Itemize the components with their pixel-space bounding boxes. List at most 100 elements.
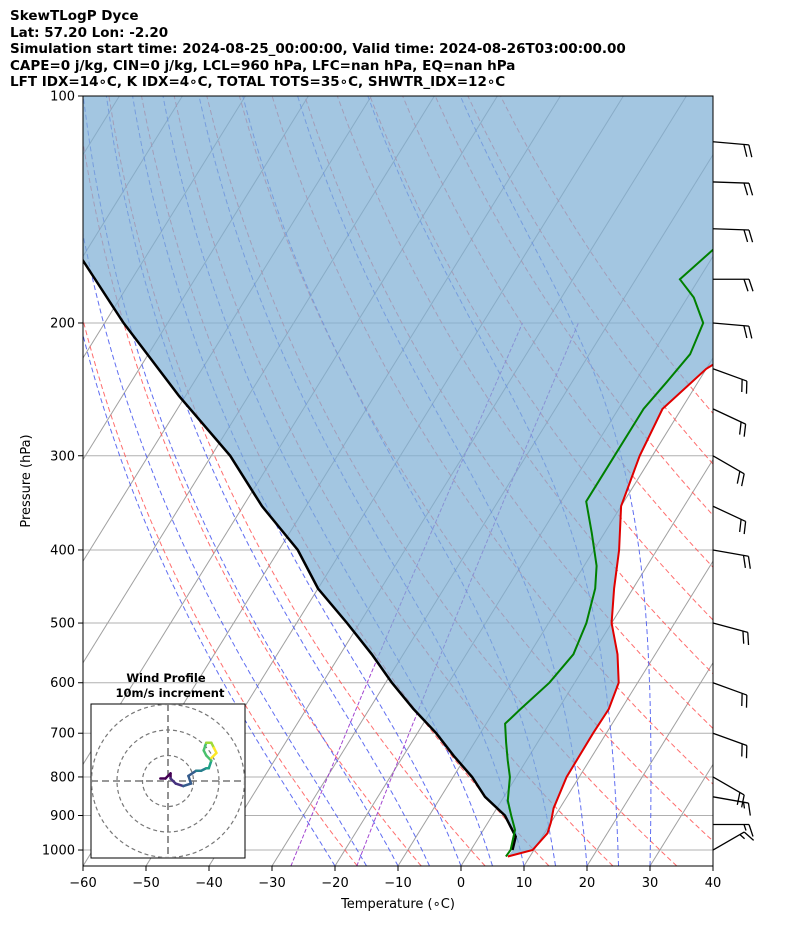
barb-flag bbox=[743, 521, 747, 535]
x-tick-label: −50 bbox=[132, 876, 159, 891]
barb-flag bbox=[743, 229, 749, 243]
dry-adiabat bbox=[336, 96, 713, 675]
cape-cin-shading bbox=[83, 96, 713, 857]
isotherm-10 bbox=[523, 560, 713, 866]
x-tick-label: −10 bbox=[384, 876, 411, 891]
y-tick-label: 800 bbox=[50, 770, 75, 785]
chart-title: SkewTLogP Dyce bbox=[10, 8, 139, 24]
isotherm-20 bbox=[586, 661, 713, 866]
wind-barb bbox=[712, 368, 748, 394]
barb-flag bbox=[748, 325, 753, 339]
axes: −60 −50 −40 −30 −20 −10 0 10 20 30 40 1000 900 800 700… bbox=[42, 90, 721, 892]
barb-shaft bbox=[712, 622, 748, 633]
x-tick-label: −60 bbox=[69, 876, 96, 891]
barb-flag bbox=[736, 471, 741, 484]
hodograph-inset: Wind Profile 10m/s increment bbox=[90, 671, 246, 859]
barb-shaft bbox=[712, 408, 746, 425]
dry-adiabat bbox=[304, 96, 713, 730]
y-tick-label: 600 bbox=[50, 676, 75, 691]
inset-title: Wind Profile bbox=[126, 671, 206, 685]
wind-barb bbox=[712, 505, 747, 535]
barb-flag bbox=[741, 794, 745, 808]
barb-flag bbox=[748, 279, 754, 292]
y-tick-label: 900 bbox=[50, 809, 75, 824]
wind-barb bbox=[712, 455, 745, 487]
barb-flag bbox=[748, 144, 753, 158]
barb-flag bbox=[739, 421, 742, 435]
x-axis-label: Temperature (∘C) bbox=[340, 897, 455, 912]
barb-flag bbox=[743, 279, 749, 292]
wind-barbs bbox=[712, 141, 755, 851]
barb-shaft bbox=[712, 776, 745, 796]
wind-barb bbox=[712, 228, 754, 243]
isotherm-40 bbox=[712, 865, 713, 866]
barb-shaft bbox=[712, 455, 745, 475]
y-tick-label: 1000 bbox=[42, 844, 75, 859]
wind-barb bbox=[712, 181, 754, 196]
barb-shaft bbox=[712, 368, 748, 382]
barb-flag bbox=[748, 229, 754, 243]
y-tick-label: 300 bbox=[50, 449, 75, 464]
x-tick-label: −20 bbox=[321, 876, 348, 891]
dry-adiabat bbox=[206, 96, 678, 866]
barb-flag bbox=[743, 325, 748, 339]
wind-barb bbox=[712, 831, 755, 851]
time-line: Simulation start time: 2024-08-25_00:00:… bbox=[10, 41, 626, 58]
wind-barb bbox=[713, 823, 754, 837]
y-tick-label: 700 bbox=[50, 727, 75, 742]
temperature-line bbox=[507, 363, 713, 858]
barb-flag bbox=[742, 631, 745, 644]
wind-barb bbox=[712, 682, 748, 708]
x-tick-label: −30 bbox=[258, 876, 285, 891]
barb-half-flag bbox=[742, 802, 746, 809]
convective-indices-line: CAPE=0 j/kg, CIN=0 j/kg, LCL=960 hPa, LF… bbox=[10, 57, 516, 74]
parcel-profile-line bbox=[83, 258, 518, 851]
hodograph-segment bbox=[187, 774, 193, 785]
barb-shaft bbox=[712, 682, 748, 696]
y-tick-label: 100 bbox=[50, 90, 75, 105]
x-tick-label: 40 bbox=[705, 876, 722, 891]
barb-shaft bbox=[712, 505, 746, 523]
wind-barb bbox=[712, 796, 751, 816]
hodograph-segment bbox=[187, 769, 198, 778]
y-axis-label: Pressure (hPa) bbox=[19, 434, 34, 527]
barb-shaft bbox=[712, 141, 749, 146]
barb-shaft bbox=[712, 181, 750, 184]
barb-flag bbox=[743, 182, 749, 196]
barb-flag bbox=[736, 792, 741, 805]
hodograph-segment bbox=[174, 782, 185, 788]
barb-flag bbox=[742, 555, 747, 568]
barb-shaft bbox=[712, 322, 749, 327]
barb-flag bbox=[741, 473, 745, 487]
moist-adiabat bbox=[132, 96, 462, 866]
stability-indices-line: LFT IDX=14∘C, K IDX=4∘C, TOTAL TOTS=35∘C… bbox=[10, 74, 506, 91]
wind-barb bbox=[712, 549, 751, 569]
x-tick-label: 0 bbox=[457, 876, 465, 891]
hodograph-segment bbox=[182, 782, 193, 788]
wind-barb bbox=[712, 622, 750, 646]
barb-shaft bbox=[712, 549, 749, 557]
barb-half-flag bbox=[743, 824, 747, 831]
wind-barb bbox=[712, 732, 748, 759]
dry-adiabat bbox=[500, 96, 713, 415]
dry-adiabat bbox=[83, 317, 358, 866]
dewpoint-line bbox=[504, 248, 713, 858]
barb-flag bbox=[747, 556, 751, 569]
y-tick-label: 200 bbox=[50, 316, 75, 331]
barb-flag bbox=[748, 824, 754, 837]
barb-flag bbox=[747, 802, 751, 816]
chart-header: SkewTLogP Dyce Lat: 57.20 Lon: -2.20 Sim… bbox=[10, 8, 790, 91]
barb-flag bbox=[743, 144, 748, 157]
x-tick-label: 20 bbox=[579, 876, 596, 891]
hodograph-segment bbox=[207, 759, 213, 770]
barb-flag bbox=[743, 831, 755, 841]
wind-barb bbox=[712, 322, 753, 339]
y-tick-label: 400 bbox=[50, 543, 75, 558]
barb-flag bbox=[748, 182, 754, 196]
inset-content bbox=[91, 704, 245, 858]
x-tick-label: 10 bbox=[516, 876, 533, 891]
inset-subtitle: 10m/s increment bbox=[116, 686, 225, 700]
x-tick-label: −40 bbox=[195, 876, 222, 891]
moist-adiabat bbox=[83, 333, 336, 866]
